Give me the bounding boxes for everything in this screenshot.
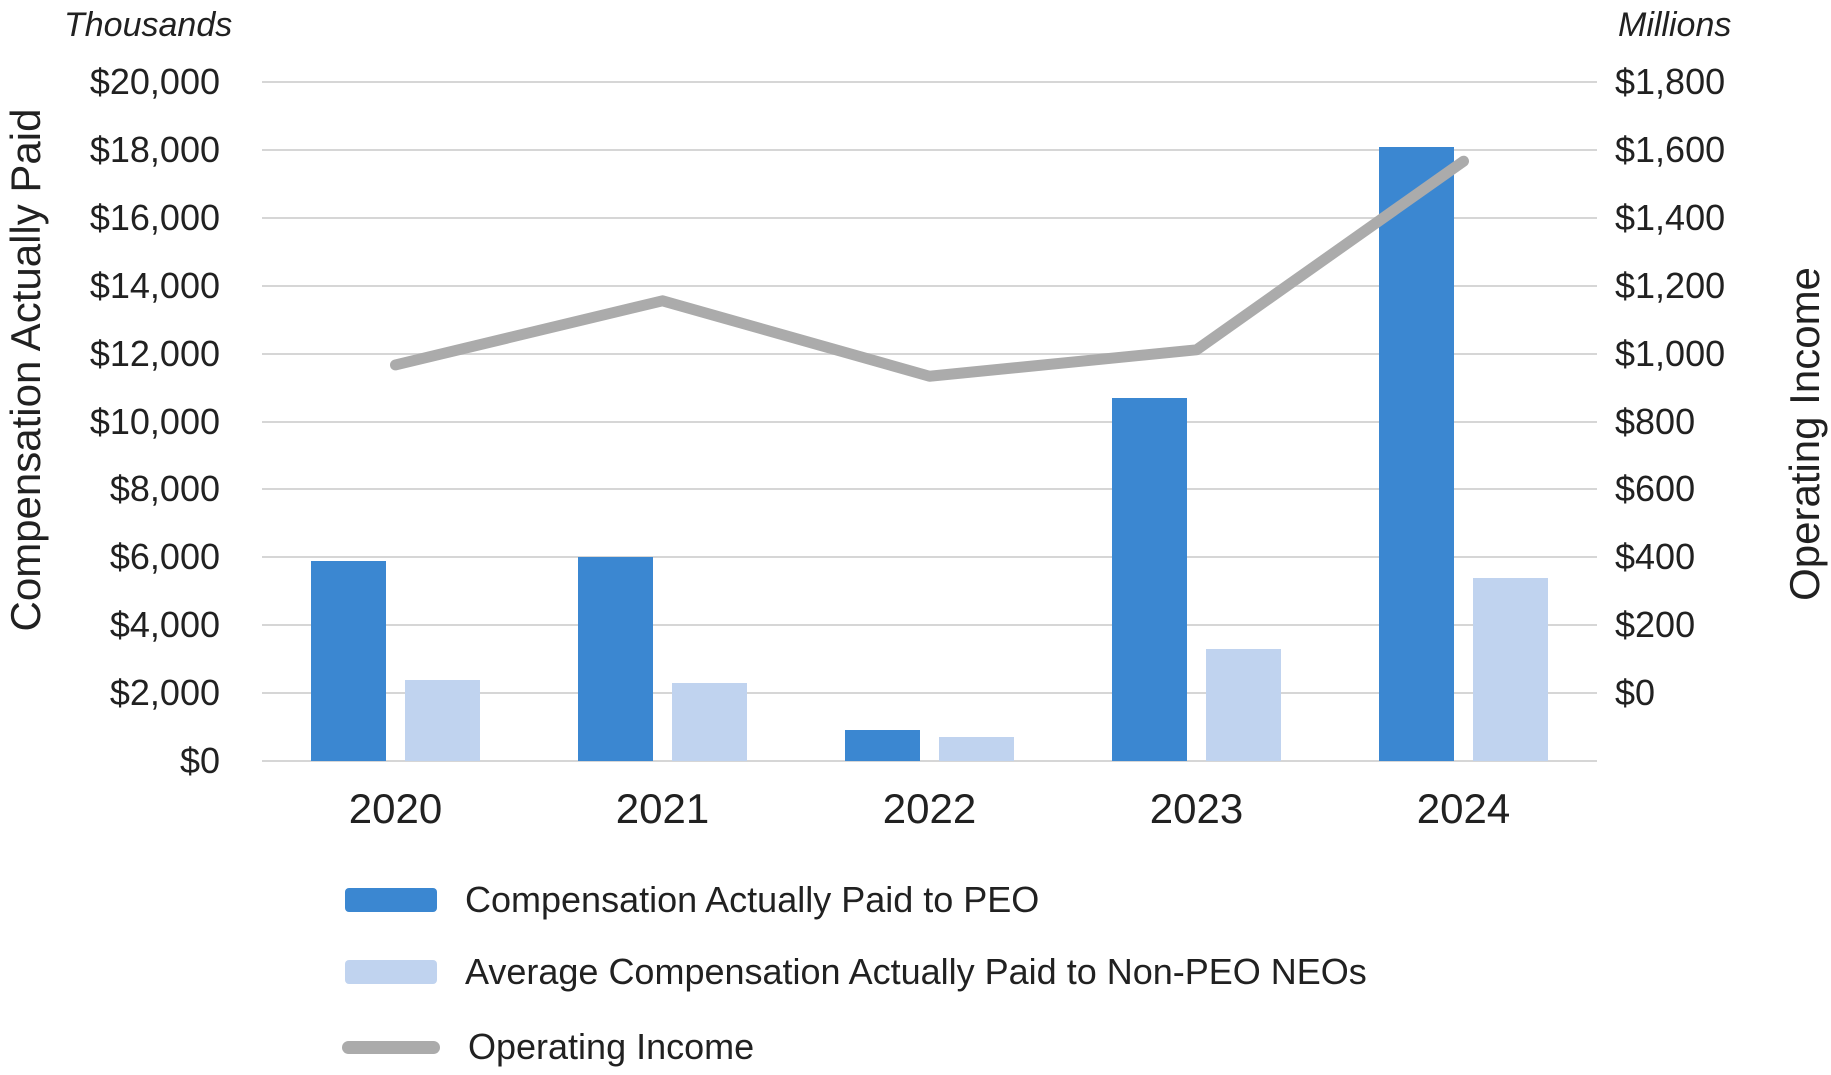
left-axis-tick-label: $16,000: [89, 196, 220, 238]
legend-swatch-non-peo: [345, 960, 437, 984]
legend-swatch-operating-income: [342, 1040, 440, 1054]
gridline: [262, 148, 1597, 151]
left-axis-tick-label: $20,000: [89, 61, 220, 102]
right-axis-tick-label: $800: [1615, 400, 1696, 442]
gridline: [262, 488, 1597, 491]
gridline: [262, 284, 1597, 287]
right-axis-tick-label: $1,600: [1615, 128, 1726, 170]
bar-peo-2024: [1379, 146, 1454, 761]
gridline: [262, 81, 1597, 83]
left-axis-tick-label: $18,000: [89, 128, 220, 170]
right-axis-tick-label: $400: [1615, 536, 1696, 578]
bar-non-peo-2024: [1473, 577, 1548, 761]
left-axis-tick-label: $14,000: [89, 264, 220, 306]
x-axis-label-2021: 2021: [615, 785, 710, 832]
left-axis-tick-label: $2,000: [109, 672, 220, 714]
gridline: [262, 216, 1597, 219]
right-axis-tick-label: $1,200: [1615, 264, 1726, 306]
legend-item-peo: Compensation Actually Paid to PEO: [345, 878, 1039, 922]
legend-label-operating-income: Operating Income: [468, 1026, 755, 1067]
gridline: [262, 760, 1597, 762]
right-axis-unit-label: Millions: [1618, 6, 1732, 44]
plot-area: [262, 81, 1597, 762]
x-axis-label-2020: 2020: [348, 785, 443, 832]
x-axis-label-2022: 2022: [882, 785, 977, 832]
bar-peo-2020: [311, 560, 386, 761]
left-axis-tick-label: $10,000: [89, 400, 220, 442]
bar-peo-2021: [578, 557, 653, 761]
legend-item-operating-income: Operating Income: [342, 1025, 755, 1069]
left-axis-tick-label: $0: [179, 740, 220, 781]
legend-label-non-peo: Average Compensation Actually Paid to No…: [465, 951, 1367, 992]
operating-income-line: [390, 155, 1469, 382]
gridline: [262, 692, 1597, 695]
gridline: [262, 352, 1597, 355]
left-axis-unit-label: Thousands: [64, 6, 233, 44]
left-axis-tick-label: $8,000: [109, 468, 220, 510]
bar-non-peo-2022: [939, 737, 1014, 761]
gridline: [262, 556, 1597, 559]
x-axis-label-2023: 2023: [1149, 785, 1244, 832]
right-axis-tick-label: $1,800: [1615, 61, 1726, 102]
right-axis-tick-label: $1,000: [1615, 332, 1726, 374]
right-axis-tick-label: $1,400: [1615, 196, 1726, 238]
bar-non-peo-2020: [405, 679, 480, 761]
legend-label-peo: Compensation Actually Paid to PEO: [465, 879, 1040, 920]
right-axis-tick-label: $0: [1615, 672, 1656, 714]
left-axis-tick-label: $12,000: [89, 332, 220, 374]
x-axis-label-2024: 2024: [1416, 785, 1511, 832]
right-axis-title: Operating Income: [1781, 267, 1828, 601]
bar-peo-2023: [1112, 397, 1187, 761]
gridline: [262, 624, 1597, 627]
right-axis-tick-label: $600: [1615, 468, 1696, 510]
bar-non-peo-2023: [1206, 648, 1281, 761]
bar-non-peo-2021: [672, 682, 747, 761]
bar-peo-2022: [845, 730, 920, 761]
gridline: [262, 420, 1597, 423]
right-axis-tick-label: $200: [1615, 604, 1696, 646]
left-axis-tick-label: $6,000: [109, 536, 220, 578]
legend-swatch-peo: [345, 888, 437, 912]
legend-item-non-peo: Average Compensation Actually Paid to No…: [345, 950, 1367, 994]
left-axis-tick-label: $4,000: [109, 604, 220, 646]
